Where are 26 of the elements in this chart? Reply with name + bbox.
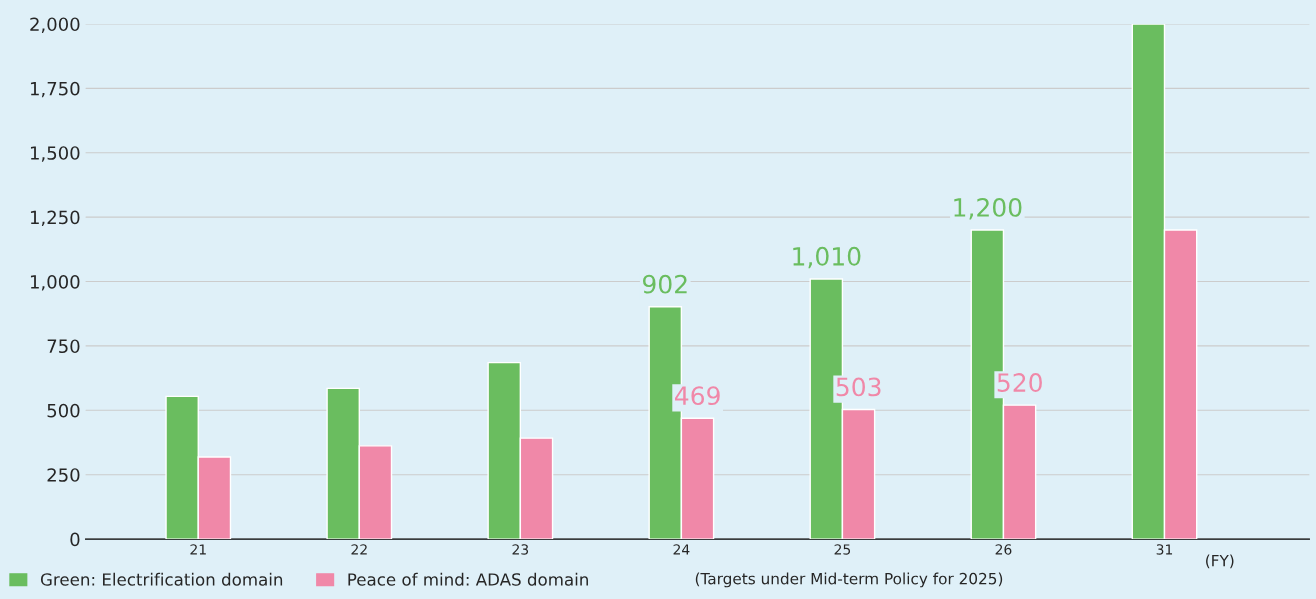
x-tick-label: 24 bbox=[673, 544, 690, 555]
legend-label: Green: Electrification domain bbox=[40, 572, 283, 586]
y-tick-label: 750 bbox=[47, 339, 80, 354]
data-label: 902 bbox=[642, 274, 687, 294]
x-tick-label: 31 bbox=[1156, 544, 1173, 555]
x-tick-label: 22 bbox=[351, 544, 367, 555]
data-label: 1,200 bbox=[954, 197, 1022, 220]
y-tick-label: 500 bbox=[47, 403, 80, 418]
y-tick-label: 1,500 bbox=[30, 146, 80, 162]
legend-label: Peace of mind: ADAS domain bbox=[348, 572, 588, 586]
y-tick-label: 1,750 bbox=[30, 81, 80, 98]
y-tick-label: 1,250 bbox=[30, 210, 80, 227]
text: (Targets under Mid-term Policy for 2025) bbox=[695, 572, 1003, 588]
y-tick-label: 250 bbox=[47, 468, 80, 482]
y-tick-label: 1,000 bbox=[30, 274, 80, 291]
y-tick-label: 0 bbox=[70, 532, 80, 547]
data-label: 520 bbox=[997, 373, 1042, 392]
x-tick-label: 25 bbox=[834, 544, 851, 555]
x-tick-label: 26 bbox=[995, 544, 1012, 555]
text: (FY) bbox=[1206, 554, 1234, 569]
data-label: 469 bbox=[675, 386, 720, 406]
x-tick-label: 21 bbox=[190, 544, 206, 555]
data-label: 1,010 bbox=[793, 246, 861, 269]
y-tick-label: 2,000 bbox=[30, 17, 80, 33]
data-label: 503 bbox=[836, 377, 881, 397]
x-tick-label: 23 bbox=[512, 544, 529, 555]
